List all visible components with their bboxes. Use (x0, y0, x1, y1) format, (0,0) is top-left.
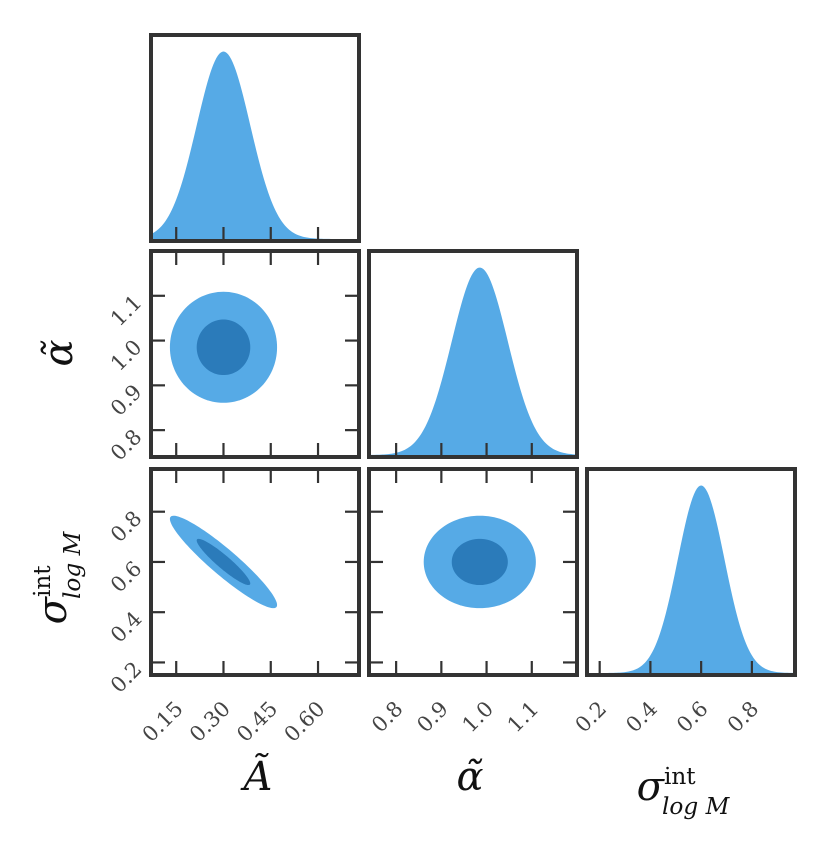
y-tick-label-sigma: 0.2 (106, 657, 147, 698)
axis-label-alpha: α̃ (456, 754, 483, 800)
x-tick-label-alpha: 1.1 (503, 697, 544, 738)
x-tick-label-A: 0.15 (138, 697, 188, 747)
x-tick-label-alpha: 0.8 (367, 697, 408, 738)
contour-inner (196, 538, 251, 586)
y-tick-label-alpha: 1.1 (106, 290, 147, 331)
x-tick-label-alpha: 0.9 (412, 697, 453, 738)
contour-inner (196, 319, 251, 376)
y-tick-label-sigma: 0.8 (106, 506, 147, 547)
x-tick-label-sigma: 0.4 (621, 697, 662, 738)
panel-frame (149, 33, 361, 243)
axis-label-sigma: σint log M (637, 763, 731, 820)
y-tick-label-alpha: 0.8 (106, 425, 147, 466)
x-tick-label-alpha: 1.0 (458, 697, 499, 738)
panel-frame (367, 467, 579, 677)
marginal-panel-A (149, 33, 361, 243)
marginal-panel-alpha (367, 249, 579, 459)
contour-panel-A-alpha (149, 249, 361, 459)
marginal-density-A (151, 51, 359, 239)
contour-inner (451, 538, 508, 586)
contour-panel-A-sigma (149, 467, 361, 677)
x-tick-label-sigma: 0.6 (672, 697, 713, 738)
x-tick-label-sigma: 0.8 (723, 697, 764, 738)
axis-label-A: Ã (240, 753, 273, 800)
x-tick-label-A: 0.30 (185, 697, 235, 747)
panel-frame (367, 249, 579, 459)
marginal-density-sigma (587, 485, 795, 673)
x-tick-label-A: 0.60 (280, 697, 330, 747)
panel-frame (149, 467, 361, 677)
y-tick-label-sigma: 0.6 (106, 557, 147, 598)
y-tick-label-alpha: 0.9 (106, 380, 147, 421)
x-tick-label-sigma: 0.2 (571, 697, 612, 738)
contour-panel-alpha-sigma (367, 467, 579, 677)
panel-frame (149, 249, 361, 459)
marginal-density-alpha (369, 267, 577, 455)
y-tick-label-sigma: 0.4 (106, 607, 147, 648)
marginal-panel-sigma (585, 467, 797, 677)
axis-label-sigma: σint log M (29, 530, 86, 624)
panel-frame (585, 467, 797, 677)
x-tick-label-A: 0.45 (232, 697, 282, 747)
y-tick-label-alpha: 1.0 (106, 335, 147, 376)
axis-label-alpha: α̃ (36, 339, 82, 366)
